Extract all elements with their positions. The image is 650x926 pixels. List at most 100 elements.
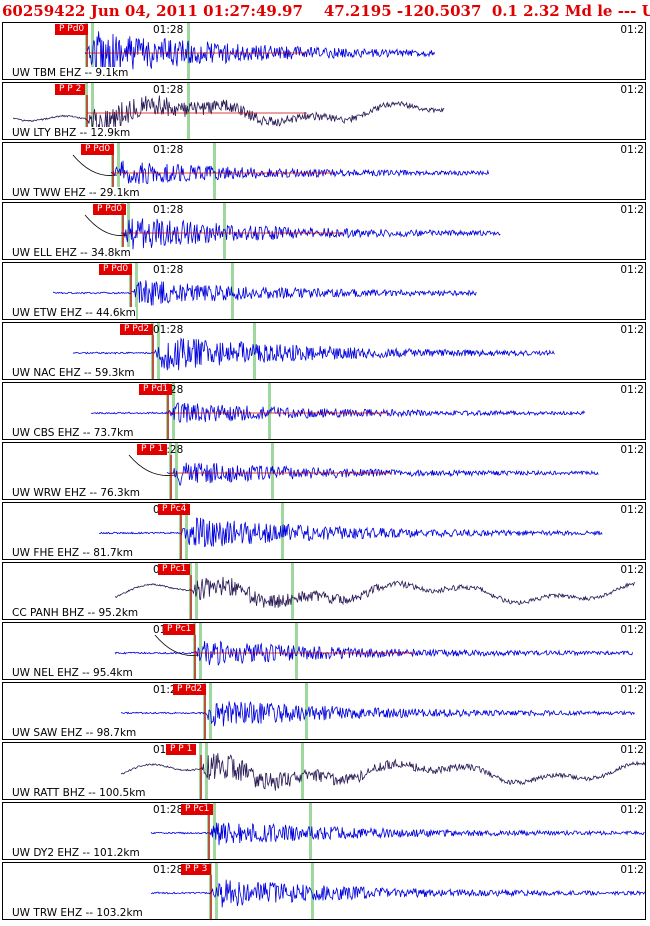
station-label: UW LTY BHZ -- 12.9km — [12, 127, 131, 139]
seismogram-panel[interactable]: 01:28 01:2 P P 2 UW LTY BHZ -- 12.9km — [2, 82, 646, 140]
phase-marker — [311, 863, 314, 919]
phase-marker — [291, 563, 294, 619]
phase-marker — [205, 743, 208, 799]
phase-marker — [91, 83, 94, 139]
waveform-plot — [72, 143, 489, 199]
pick-flag[interactable]: P P 1 — [166, 744, 197, 755]
pick-flag[interactable]: P Pd0 — [55, 24, 89, 35]
station-label: UW DY2 EHZ -- 101.2km — [12, 847, 140, 859]
waveform-plot — [150, 803, 645, 859]
waveform-plot — [114, 623, 633, 679]
time-right-label: 01:2 — [620, 84, 644, 96]
station-label: UW TWW EHZ -- 29.1km — [12, 187, 140, 199]
time-tick-label: 01:28 — [153, 204, 184, 216]
station-label: UW WRW EHZ -- 76.3km — [12, 487, 141, 499]
time-right-label: 01:2 — [620, 384, 644, 396]
pick-flag[interactable]: P Pd0 — [99, 264, 133, 275]
waveform-plot — [90, 383, 585, 439]
waveform-plot — [12, 83, 445, 139]
waveform-plot — [98, 503, 603, 559]
time-right-label: 01:2 — [620, 624, 644, 636]
station-label: UW TRW EHZ -- 103.2km — [12, 907, 143, 919]
waveform-trace — [52, 280, 477, 306]
phase-marker — [271, 443, 274, 499]
time-tick-label: 01:28 — [153, 864, 184, 876]
time-tick-label: 01:28 — [153, 24, 184, 36]
seismogram-panel[interactable]: 01:28 01:2 P P 1 UW WRW EHZ -- 76.3km — [2, 442, 646, 500]
station-label: UW CBS EHZ -- 73.7km — [12, 427, 134, 439]
waveform-trace — [120, 753, 645, 791]
phase-marker — [213, 143, 216, 199]
time-tick-label: 01:28 — [153, 264, 184, 276]
time-right-label: 01:2 — [620, 744, 644, 756]
pick-flag[interactable]: P Pd2 — [120, 324, 154, 335]
coda-curve — [84, 214, 128, 236]
waveform-plot — [120, 683, 635, 739]
pick-flag[interactable]: P P 2 — [55, 84, 86, 95]
time-right-label: 01:2 — [620, 564, 644, 576]
pick-flag[interactable]: P Pc1 — [158, 564, 191, 575]
waveform-plot — [72, 323, 555, 379]
waveform-trace — [98, 517, 603, 548]
station-label: UW SAW EHZ -- 98.7km — [12, 727, 137, 739]
event-header: 60259422 Jun 04, 2011 01:27:49.97 47.219… — [2, 2, 650, 20]
pick-flag[interactable]: P Pc4 — [158, 504, 191, 515]
time-tick-label: 01:28 — [153, 84, 184, 96]
time-tick-label: 01:28 — [153, 324, 184, 336]
seismogram-panel[interactable]: 01:28 01:2 P Pd0 UW ETW EHZ -- 44.6km — [2, 262, 646, 320]
station-label: UW ELL EHZ -- 34.8km — [12, 247, 131, 259]
waveform-trace — [120, 701, 635, 727]
waveform-plot — [120, 743, 645, 799]
station-label: UW RATT BHZ -- 100.5km — [12, 787, 146, 799]
seismogram-panel[interactable]: 01:28 01:2 P Pd2 UW NAC EHZ -- 59.3km — [2, 322, 646, 380]
station-label: UW FHE EHZ -- 81.7km — [12, 547, 133, 559]
phase-marker — [295, 623, 298, 679]
seismogram-panel[interactable]: 01:28 01:2 P P 3 UW TRW EHZ -- 103.2km — [2, 862, 646, 920]
phase-marker — [305, 683, 308, 739]
pick-flag[interactable]: P P 1 — [137, 444, 168, 455]
coda-curve — [72, 154, 118, 176]
seismogram-panel[interactable]: 01:28 01:2 P Pd2 UW SAW EHZ -- 98.7km — [2, 682, 646, 740]
station-label: CC PANH BHZ -- 95.2km — [12, 607, 139, 619]
waveform-trace — [150, 822, 645, 846]
waveform-plot — [84, 203, 501, 259]
coda-curve — [128, 454, 176, 476]
time-right-label: 01:2 — [620, 144, 644, 156]
pick-flag[interactable]: P P 3 — [181, 864, 212, 875]
pick-flag[interactable]: P Pd2 — [173, 684, 207, 695]
time-right-label: 01:2 — [620, 504, 644, 516]
station-label: UW ETW EHZ -- 44.6km — [12, 307, 136, 319]
phase-marker — [231, 263, 234, 319]
pick-flag[interactable]: P Pd0 — [81, 144, 115, 155]
seismogram-panel[interactable]: 01:28 01:2 P Pd0 UW ELL EHZ -- 34.8km — [2, 202, 646, 260]
waveform-plot — [128, 443, 599, 499]
waveform-plot — [84, 23, 435, 79]
seismogram-panel[interactable]: 01:28 01:2 P Pd0 UW TBM EHZ -- 9.1km — [2, 22, 646, 80]
time-right-label: 01:2 — [620, 24, 644, 36]
station-label: UW TBM EHZ -- 9.1km — [12, 67, 129, 79]
time-right-label: 01:2 — [620, 684, 644, 696]
waveform-trace — [150, 879, 645, 908]
phase-marker — [309, 803, 312, 859]
waveform-trace — [114, 640, 633, 666]
waveform-trace — [110, 160, 489, 185]
pick-flag[interactable]: P Pc1 — [181, 804, 214, 815]
waveform-trace — [84, 31, 435, 76]
time-right-label: 01:2 — [620, 324, 644, 336]
pick-flag[interactable]: P Pc1 — [163, 624, 196, 635]
pick-flag[interactable]: P Pd1 — [139, 384, 173, 395]
waveform-trace — [114, 576, 636, 608]
time-right-label: 01:2 — [620, 444, 644, 456]
time-right-label: 01:2 — [620, 804, 644, 816]
phase-marker — [209, 683, 212, 739]
time-right-label: 01:2 — [620, 864, 644, 876]
pick-flag[interactable]: P Pd0 — [93, 204, 127, 215]
seismogram-panel[interactable]: 01:28 01:2 P Pc1 UW DY2 EHZ -- 101.2km — [2, 802, 646, 860]
seismogram-panel[interactable]: 01:28 01:2 P Pd0 UW TWW EHZ -- 29.1km — [2, 142, 646, 200]
waveform-trace — [72, 337, 555, 371]
